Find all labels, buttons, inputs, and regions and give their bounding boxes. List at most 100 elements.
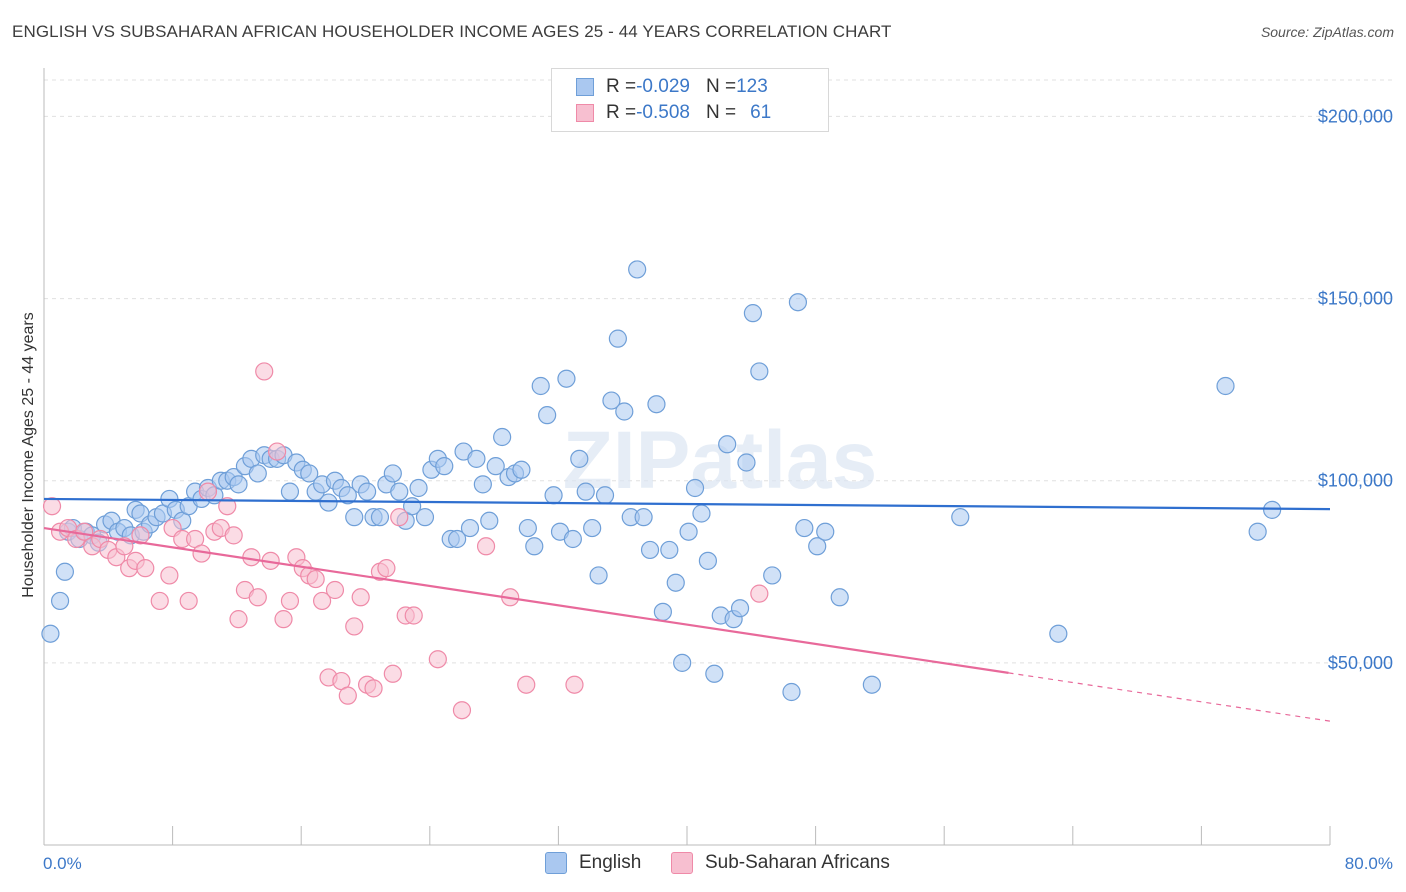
subsaharan-point: [224, 526, 243, 545]
axes: [43, 68, 1331, 846]
english-point: [41, 624, 60, 643]
correlation-legend: R = -0.029 N = 123 R = -0.508 N = 61: [551, 68, 829, 132]
english-point: [480, 511, 499, 530]
subsaharan-trend-line: [43, 526, 1009, 674]
english-point: [383, 464, 402, 483]
subsaharan-point: [306, 569, 325, 589]
english-point: [319, 493, 338, 512]
english-point: [743, 304, 763, 323]
subsaharan-point: [280, 591, 300, 611]
english-point: [602, 391, 621, 410]
subsaharan-point: [377, 559, 396, 578]
english-point: [640, 540, 660, 560]
legend-row-english: R = -0.029 N = 123: [576, 75, 768, 99]
bottom-legend-subsaharan: Sub-Saharan Africans: [671, 852, 890, 874]
english-point: [862, 675, 881, 694]
english-point: [409, 478, 428, 498]
english-point: [467, 449, 486, 468]
english-point: [1263, 500, 1282, 519]
subsaharan-swatch: [576, 104, 594, 122]
legend-row-subsaharan: R = -0.508 N = 61: [576, 101, 771, 125]
subsaharan-point: [160, 566, 179, 585]
subsaharan-point: [517, 675, 536, 694]
english-point: [788, 293, 808, 312]
subsaharan-point: [750, 584, 769, 603]
english-point: [390, 482, 409, 501]
subsaharan-point: [390, 508, 409, 527]
english-point: [460, 518, 480, 538]
english-point: [730, 599, 750, 618]
subsaharan-n-value: 61: [750, 102, 772, 123]
english-point: [493, 427, 512, 447]
english-point: [415, 508, 435, 527]
subsaharan-point: [345, 617, 364, 636]
english-point: [698, 551, 717, 570]
gridlines: [44, 79, 1395, 664]
english-point: [563, 529, 582, 549]
english-point: [583, 518, 602, 538]
english-point: [531, 376, 550, 396]
english-point: [816, 522, 835, 541]
english-point: [808, 537, 827, 556]
subsaharan-point: [75, 522, 94, 541]
subsaharan-point: [383, 664, 402, 683]
english-point: [750, 362, 769, 381]
english-swatch: [576, 78, 594, 96]
english-point: [737, 453, 756, 472]
subsaharan-point: [179, 591, 198, 611]
english-n-label: N =: [705, 76, 737, 97]
subsaharan-point: [565, 675, 584, 694]
english-point: [280, 482, 300, 501]
subsaharan-r-value: -0.508: [636, 102, 690, 123]
english-point: [525, 537, 544, 556]
english-point: [615, 402, 634, 421]
subsaharan-point: [229, 610, 248, 629]
y-axis-title: Householder Income Ages 25 - 44 years: [20, 312, 37, 598]
english-point: [370, 508, 390, 527]
english-point: [248, 464, 267, 483]
english-point: [1049, 624, 1068, 643]
subsaharan-point: [131, 526, 150, 545]
english-point: [338, 486, 357, 505]
y-tick-label-3: $200,000: [1318, 106, 1393, 126]
watermark: ZIPatlas: [563, 415, 877, 506]
english-point: [229, 475, 248, 494]
english-point: [55, 562, 74, 581]
english-point: [679, 522, 698, 541]
english-point: [473, 475, 492, 494]
chart-title: ENGLISH VS SUBSAHARAN AFRICAN HOUSEHOLDE…: [12, 22, 892, 41]
subsaharan-point: [136, 559, 155, 578]
subsaharan-trend-extension: [1008, 672, 1331, 722]
english-point: [1248, 522, 1267, 541]
y-tick-label-1: $100,000: [1318, 471, 1393, 491]
x-tick-label-min: 0.0%: [43, 854, 82, 873]
subsaharan-legend-label: Sub-Saharan Africans: [705, 852, 890, 873]
subsaharan-point: [255, 362, 274, 381]
subsaharan-point: [274, 610, 293, 629]
english-point: [589, 566, 608, 585]
english-point: [538, 406, 557, 425]
english-point: [653, 602, 672, 621]
bottom-legend-english: English: [545, 852, 641, 874]
english-point: [673, 653, 692, 672]
english-point: [1216, 376, 1235, 396]
subsaharan-point: [312, 591, 332, 611]
english-point: [345, 508, 364, 527]
english-point: [628, 260, 647, 279]
english-point: [557, 369, 576, 388]
english-point: [300, 464, 319, 483]
english-point: [647, 395, 666, 414]
english-point: [512, 460, 531, 479]
english-point: [763, 566, 782, 585]
y-tick-label-0: $50,000: [1328, 653, 1393, 673]
english-point: [358, 482, 377, 501]
subsaharan-point: [150, 591, 169, 611]
source-label: Source: ZipAtlas.com: [1260, 24, 1394, 40]
subsaharan-point: [248, 588, 267, 607]
subsaharan-point: [218, 497, 237, 516]
english-legend-label: English: [579, 852, 642, 873]
english-points: [41, 260, 1282, 702]
subsaharan-point: [198, 482, 218, 501]
english-legend-swatch: [545, 852, 567, 874]
